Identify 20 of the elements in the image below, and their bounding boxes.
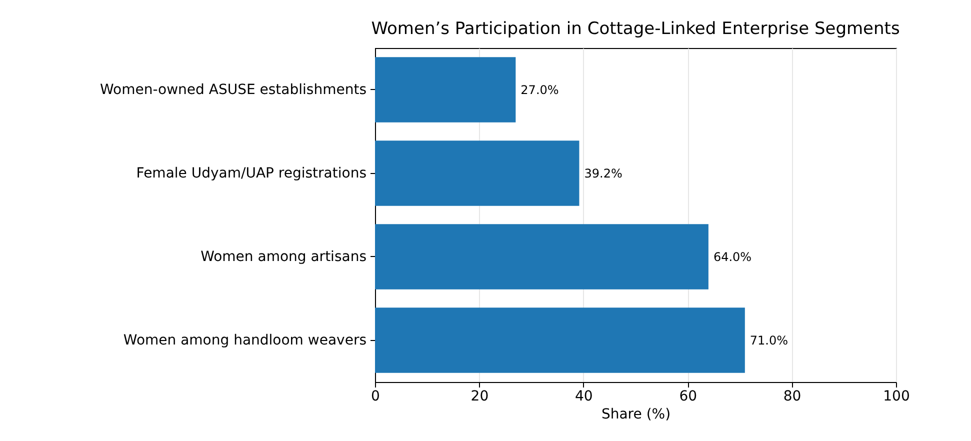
y-tick-label: Women-owned ASUSE establishments — [100, 82, 366, 98]
bar — [375, 57, 516, 122]
y-tick-label: Women among artisans — [200, 248, 366, 265]
chart-title: Women’s Participation in Cottage-Linked Enterprise Segments — [371, 19, 900, 39]
y-tick-label: Women among handloom weavers — [123, 332, 366, 348]
x-tick-label: 80 — [783, 388, 802, 404]
bar — [375, 224, 708, 290]
x-tick-label: 20 — [470, 388, 489, 404]
x-tick-label: 100 — [883, 388, 910, 404]
x-tick-label: 40 — [574, 388, 593, 404]
x-axis-title: Share (%) — [601, 406, 671, 422]
y-tick-label: Female Udyam/UAP registrations — [136, 165, 366, 182]
bar — [375, 308, 745, 373]
data-label: 39.2% — [584, 166, 622, 180]
data-label: 71.0% — [750, 333, 788, 348]
x-tick-label: 60 — [679, 388, 698, 404]
x-tick-label: 0 — [371, 388, 380, 404]
data-label: 27.0% — [520, 82, 559, 97]
data-label: 64.0% — [713, 250, 752, 264]
bar — [375, 140, 580, 206]
